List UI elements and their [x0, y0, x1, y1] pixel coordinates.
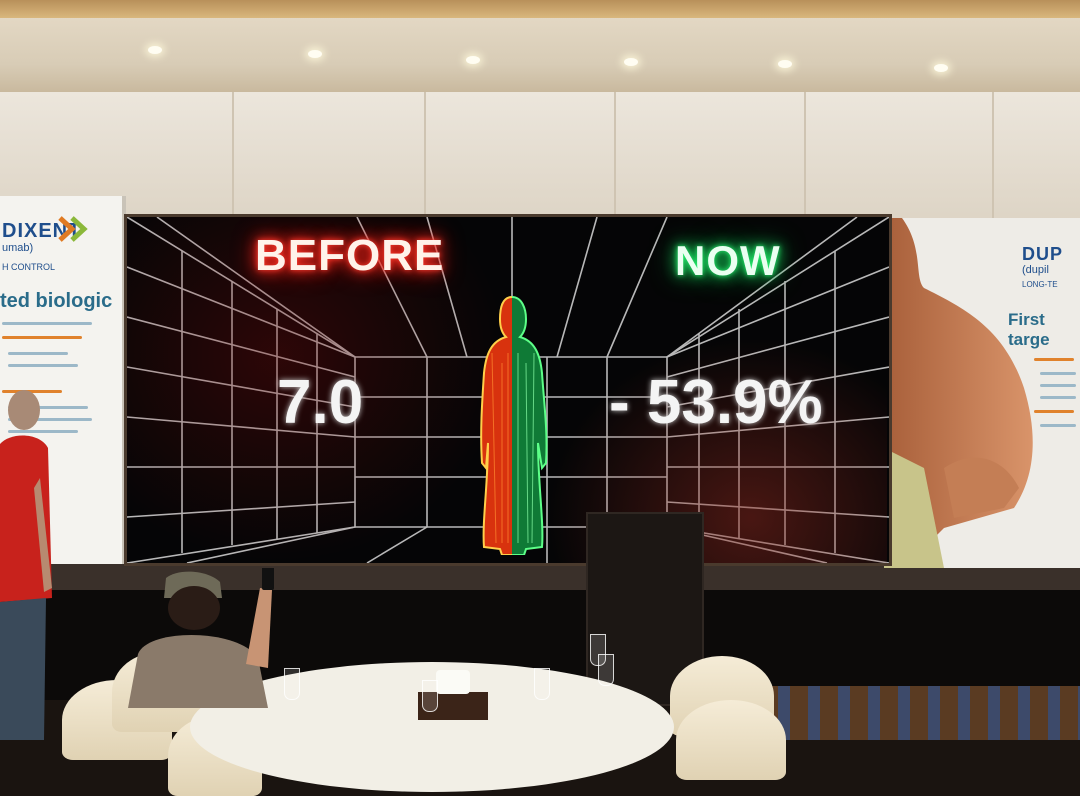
ceiling-light: [624, 58, 638, 66]
right-banner-brand-sub: (dupil: [1022, 264, 1049, 276]
wall-panel-seam: [614, 92, 616, 222]
left-banner-tag: H CONTROL: [2, 262, 56, 272]
now-value: - 53.9%: [609, 368, 823, 437]
hologram-person: [480, 296, 548, 555]
tissue: [436, 670, 470, 694]
wine-glass: [284, 668, 300, 700]
right-banner-brand: DUP: [1022, 244, 1064, 264]
right-banner-text-line: [1034, 410, 1074, 413]
ceiling-trim: [0, 0, 1080, 18]
wall-panel-seam: [992, 92, 994, 222]
left-banner-text-line: [2, 322, 92, 325]
ceiling-light: [466, 56, 480, 64]
ceiling-light: [148, 46, 162, 54]
right-banner-tag: LONG-TE: [1022, 280, 1058, 289]
ceiling-light: [778, 60, 792, 68]
wall-panel-seam: [424, 92, 426, 222]
left-banner-text-line: [8, 352, 68, 355]
left-banner-text-line: [8, 418, 92, 421]
ceiling-light: [308, 50, 322, 58]
shoulder-photo: [884, 218, 1033, 568]
wine-glass: [534, 668, 550, 700]
right-banner-headline: First targe: [1008, 310, 1050, 349]
left-banner-text-line: [8, 364, 78, 367]
right-banner-text-line: [1040, 396, 1076, 399]
wall-panel-seam: [232, 92, 234, 222]
chair: [676, 700, 786, 780]
standing-man: [0, 390, 52, 740]
before-value: 7.0: [277, 368, 364, 437]
wine-glass: [598, 654, 614, 686]
phone-icon: [262, 568, 274, 590]
right-banner-text-line: [1034, 358, 1074, 361]
left-banner-text-line: [2, 390, 62, 393]
seated-woman: [128, 568, 274, 708]
ceiling-light: [934, 64, 948, 72]
now-label: NOW: [675, 237, 781, 284]
back-wall: [0, 92, 1080, 222]
right-banner: DUP (dupil LONG-TE First targe: [884, 218, 1080, 568]
chevron-logo-icon: [58, 216, 88, 242]
left-banner-text-line: [2, 336, 82, 339]
red-glow: [127, 217, 507, 563]
right-banner-text-line: [1040, 384, 1076, 387]
right-banner-text-line: [1040, 372, 1076, 375]
wall-panel-seam: [804, 92, 806, 222]
napkin-box: [418, 692, 488, 720]
left-banner-text-line: [8, 430, 78, 433]
left-banner-brand-sub: umab): [2, 242, 34, 254]
left-banner-text-line: [8, 406, 88, 409]
wine-glass: [422, 680, 438, 712]
before-label: BEFORE: [255, 231, 445, 280]
led-screen: BEFORE NOW 7.0 - 53.9%: [124, 214, 892, 566]
right-banner-text-line: [1040, 424, 1076, 427]
left-banner-headline: ted biologic: [0, 290, 113, 312]
carpet: [760, 686, 1080, 740]
